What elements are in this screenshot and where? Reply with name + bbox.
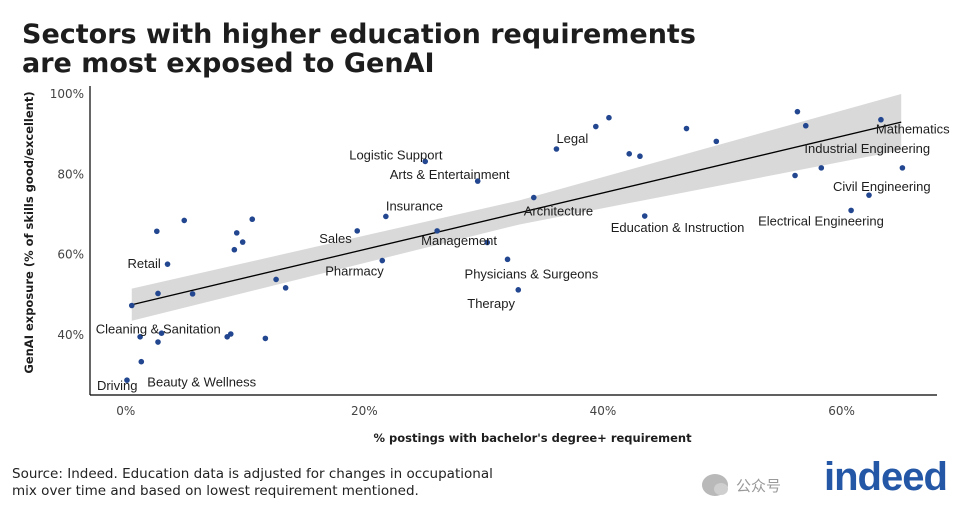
data-point <box>899 165 906 171</box>
point-label: Mathematics <box>876 122 950 137</box>
wechat-icon <box>702 474 728 496</box>
data-point <box>641 213 648 219</box>
source-note-line-2: mix over time and based on lowest requir… <box>12 483 419 499</box>
data-point <box>802 122 809 129</box>
y-tick-label: 100% <box>50 87 84 101</box>
data-point <box>137 334 143 340</box>
data-point <box>231 246 238 253</box>
data-point <box>606 114 612 121</box>
data-point <box>249 216 256 223</box>
point-label: Logistic Support <box>349 147 443 162</box>
data-point <box>818 165 825 171</box>
x-tick-label: 0% <box>116 404 135 418</box>
point-label: Industrial Engineering <box>804 141 930 156</box>
wechat-watermark: 公众号 <box>702 470 781 500</box>
ticks-layer: 0% 20% 40% 60% 40% 60% 80% 100% <box>50 87 855 418</box>
confidence-band <box>131 94 902 321</box>
y-tick-label: 60% <box>57 248 84 262</box>
data-point <box>683 125 690 132</box>
data-point <box>233 230 240 236</box>
point-label: Retail <box>128 256 161 271</box>
indeed-logo: indeed <box>824 455 948 499</box>
scatter-chart: Driving Cleaning & Sanitation Beauty & Wel… <box>22 86 950 445</box>
data-point <box>181 217 188 224</box>
x-axis-title: % postings with bachelor's degree+ requi… <box>374 431 693 445</box>
y-tick-label: 80% <box>57 167 84 181</box>
point-label: Arts & Entertainment <box>390 167 510 182</box>
data-point <box>553 146 560 152</box>
y-axis-title: GenAI exposure (% of skills good/excelle… <box>22 91 36 373</box>
x-tick-label: 40% <box>590 404 617 418</box>
point-label: Driving <box>97 378 137 393</box>
chart-title-line-1: Sectors with higher education requiremen… <box>22 19 696 50</box>
data-point <box>434 228 440 234</box>
data-point <box>227 331 234 337</box>
point-label: Electrical Engineering <box>758 213 884 228</box>
point-label: Cleaning & Sanitation <box>96 322 221 337</box>
point-label: Therapy <box>467 296 515 311</box>
y-tick-label: 40% <box>57 328 84 342</box>
trend-line <box>131 121 902 306</box>
data-point <box>422 158 429 165</box>
point-label: Legal <box>556 131 588 146</box>
point-label: Management <box>421 233 497 248</box>
axes-layer <box>89 86 937 396</box>
point-labels-layer: Driving Cleaning & Sanitation Beauty & Wel… <box>96 122 950 393</box>
data-point <box>273 276 279 283</box>
point-label: Education & Instruction <box>611 220 745 235</box>
data-point <box>354 228 361 234</box>
point-label: Architecture <box>524 204 593 219</box>
data-point <box>383 213 389 220</box>
trend-line-layer <box>131 121 902 306</box>
data-point <box>637 153 643 160</box>
point-label: Beauty & Wellness <box>147 375 256 390</box>
data-point <box>154 228 160 235</box>
data-point <box>794 108 801 115</box>
data-point <box>138 358 145 365</box>
x-tick-label: 20% <box>351 404 378 418</box>
data-point <box>593 123 599 130</box>
data-point <box>124 377 130 383</box>
data-point <box>379 257 386 264</box>
source-note-line-1: Source: Indeed. Education data is adjust… <box>12 466 493 482</box>
data-point <box>848 207 854 214</box>
data-point <box>164 261 171 267</box>
data-point <box>158 330 165 337</box>
point-label: Physicians & Surgeons <box>465 266 599 281</box>
data-point <box>239 239 246 245</box>
x-tick-label: 60% <box>828 404 855 418</box>
data-point <box>713 138 720 145</box>
data-point <box>128 302 135 309</box>
data-point <box>189 291 196 297</box>
data-point <box>626 151 633 157</box>
data-points-layer <box>124 108 906 383</box>
data-point <box>282 285 289 291</box>
data-point <box>866 192 872 198</box>
data-point <box>484 239 491 246</box>
source-note: Source: Indeed. Education data is adjust… <box>12 466 532 500</box>
data-point <box>155 339 161 345</box>
data-point <box>474 178 481 184</box>
confidence-band-layer <box>131 94 902 321</box>
data-point <box>530 194 537 201</box>
chart-title-line-2: are most exposed to GenAI <box>22 48 435 79</box>
point-label: Sales <box>319 231 352 246</box>
point-label: Pharmacy <box>325 264 384 279</box>
data-point <box>878 116 884 123</box>
data-point <box>515 287 522 293</box>
chart-title: Sectors with higher education requiremen… <box>22 20 722 78</box>
data-point <box>792 172 798 179</box>
point-label: Insurance <box>386 198 443 213</box>
point-label: Civil Engineering <box>833 179 931 194</box>
data-point <box>262 335 269 342</box>
data-point <box>504 256 511 263</box>
data-point <box>155 290 161 297</box>
watermark-text: 公众号 <box>736 476 782 495</box>
